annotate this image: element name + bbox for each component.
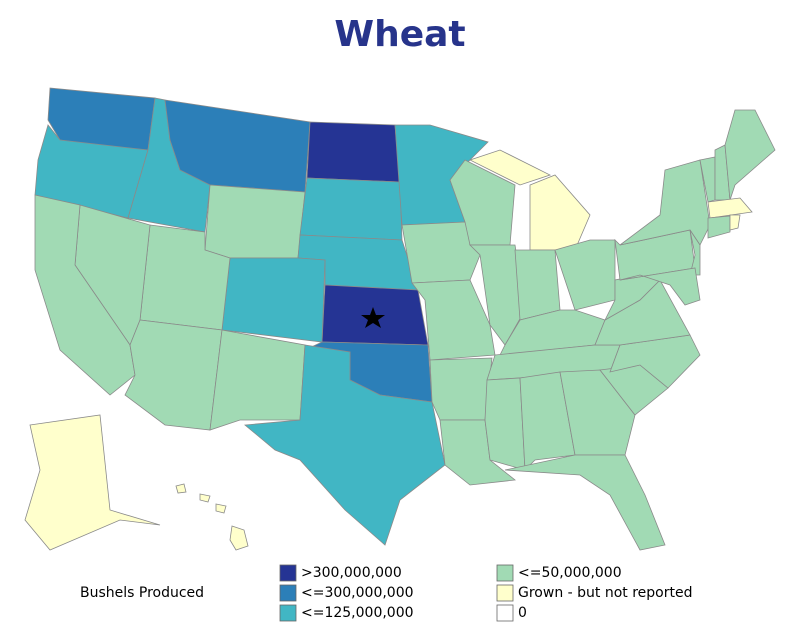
us-map [24, 87, 776, 551]
state [614, 229, 696, 281]
state [204, 184, 306, 259]
state [299, 177, 403, 241]
state [175, 483, 187, 494]
state [468, 149, 552, 186]
state [707, 197, 753, 219]
legend-swatch [279, 564, 297, 582]
state [209, 329, 306, 431]
legend-swatch [496, 604, 514, 622]
legend-label: <=300,000,000 [301, 585, 414, 601]
legend-label: <=50,000,000 [518, 565, 622, 581]
state [554, 239, 616, 311]
state [619, 159, 711, 246]
legend-label: Grown - but not reported [518, 585, 692, 601]
state [514, 249, 561, 321]
legend-swatch [496, 584, 514, 602]
legend-swatch [496, 564, 514, 582]
state [429, 357, 493, 421]
state [504, 454, 666, 551]
legend-swatch [279, 584, 297, 602]
state [729, 214, 741, 231]
state [707, 215, 731, 239]
legend-swatch [279, 604, 297, 622]
state [24, 414, 161, 551]
state [215, 503, 227, 514]
capital-star [361, 307, 385, 328]
legend-label: >300,000,000 [301, 565, 402, 581]
state [519, 371, 576, 471]
state [221, 257, 326, 343]
state [619, 267, 701, 306]
legend-title: Bushels Produced [80, 585, 204, 601]
state [199, 493, 211, 503]
legend-label: 0 [518, 605, 527, 621]
state [306, 121, 401, 183]
state [244, 344, 446, 546]
state [229, 525, 249, 551]
state [724, 109, 776, 201]
state [124, 319, 223, 431]
legend-label: <=125,000,000 [301, 605, 414, 621]
map-title: Wheat [334, 14, 465, 55]
state [401, 221, 481, 284]
state [484, 377, 526, 471]
state [529, 174, 591, 251]
legend: >300,000,000 <=300,000,000 <=125,000,000 <=… [279, 564, 692, 622]
